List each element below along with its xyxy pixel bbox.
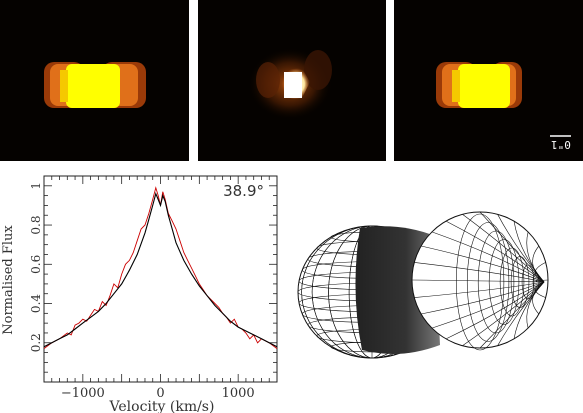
line-profile-chart: −1000 0 1000 0.2 0.4 0.6 0.8 1 38.9° Velocity (… (1, 175, 278, 413)
chart-series-group (43, 186, 278, 349)
observed-image-center (198, 0, 386, 161)
sphere-meridian (445, 281, 545, 340)
x-axis-label: Velocity (km/s) (109, 399, 215, 413)
model-image-left (0, 0, 189, 161)
model-image-right-drawing (394, 0, 583, 161)
sphere-meridian (532, 245, 545, 283)
observed-profile-line (43, 186, 278, 349)
binary-star-model (297, 211, 549, 359)
sphere-meridian (462, 214, 545, 283)
tick-labels: −1000 0 1000 0.2 0.4 0.6 0.8 1 (29, 182, 255, 401)
y-tick-label: 0.8 (29, 216, 43, 235)
y-tick-label: 0.4 (29, 294, 43, 313)
model-image-right: 0"1 (394, 0, 583, 161)
sphere-meridian (431, 231, 545, 283)
sphere-meridian (445, 220, 545, 283)
scale-bar-label: 0"1 (551, 138, 571, 151)
sphere-parallel (532, 273, 540, 291)
sphere-parallel (455, 213, 505, 351)
y-tick-label: 0.2 (29, 333, 43, 352)
sphere-parallel (488, 239, 520, 325)
axis-ticks (43, 176, 278, 383)
model-image-left-drawing (0, 0, 189, 161)
sphere-meridian (534, 262, 546, 283)
x-tick-label: 0 (156, 386, 164, 401)
x-tick-label: −1000 (61, 386, 105, 401)
observed-image-center-drawing (198, 0, 386, 161)
y-tick-label: 0.6 (29, 255, 43, 274)
right-star-sphere (411, 211, 549, 351)
sphere-meridian (526, 231, 545, 283)
x-tick-label: 1000 (222, 386, 255, 401)
sphere-meridian (431, 281, 545, 329)
sphere-parallel (466, 222, 510, 342)
sphere-meridian (497, 281, 545, 346)
model-profile-line (43, 191, 278, 348)
y-axis-label: Normalised Flux (1, 225, 16, 335)
inclination-annotation: 38.9° (223, 182, 264, 200)
sphere-parallel (521, 264, 535, 300)
y-tick-label: 1 (29, 182, 43, 190)
sphere-parallel (499, 247, 525, 317)
